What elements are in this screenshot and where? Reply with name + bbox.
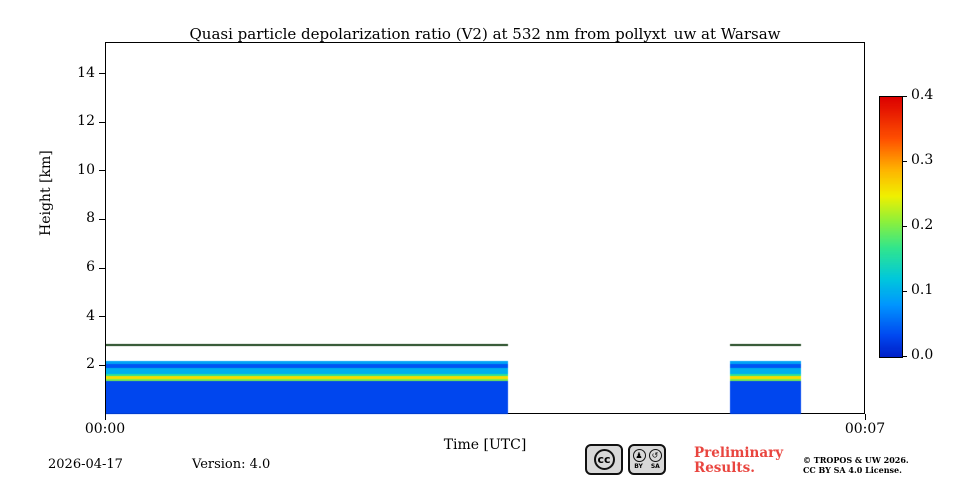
y-tick-mark <box>99 364 105 366</box>
x-tick-mark <box>864 414 866 420</box>
heatmap-canvas <box>106 43 866 415</box>
preliminary-note: Preliminary Results. <box>694 446 783 476</box>
cc-icon: cc <box>593 449 615 470</box>
y-tick-mark <box>99 121 105 123</box>
cc-badge: cc <box>585 444 623 475</box>
colorbar-tick-label: 0.4 <box>911 87 934 103</box>
cc-icon-text: cc <box>597 453 611 466</box>
colorbar-tick-mark <box>902 95 907 97</box>
by-sa-icon-row: ♟ ↺ <box>632 449 662 462</box>
colorbar-tick-mark <box>902 355 907 357</box>
x-tick-label: 00:00 <box>84 421 126 437</box>
copyright-line-2: CC BY SA 4.0 License. <box>803 464 902 475</box>
version-label: Version: 4.0 <box>192 457 271 472</box>
colorbar-tick-label: 0.3 <box>911 152 934 168</box>
x-tick-label: 00:07 <box>844 421 886 437</box>
by-label: BY <box>634 463 643 470</box>
y-tick-label: 8 <box>86 210 95 227</box>
colorbar-tick-label: 0.1 <box>911 282 934 298</box>
y-tick-mark <box>99 267 105 269</box>
y-tick-label: 4 <box>86 307 95 324</box>
y-tick-label: 10 <box>77 161 95 178</box>
colorbar-gradient <box>880 97 902 357</box>
copyright-note: © TROPOS & UW 2026. CC BY SA 4.0 License… <box>803 455 909 475</box>
x-axis-label: Time [UTC] <box>443 437 527 453</box>
by-sa-labels: BY SA <box>634 463 660 470</box>
colorbar-tick-mark <box>902 225 907 227</box>
colorbar-tick-label: 0.2 <box>911 217 934 233</box>
y-tick-label: 6 <box>86 259 95 276</box>
y-tick-label: 14 <box>77 64 95 81</box>
y-tick-label: 12 <box>77 113 95 130</box>
colorbar-tick-mark <box>902 290 907 292</box>
plot-area <box>105 42 866 415</box>
share-alike-icon: ↺ <box>648 449 662 462</box>
y-tick-mark <box>99 170 105 172</box>
colorbar-tick-label: 0.0 <box>911 347 934 363</box>
attribution-person-icon: ♟ <box>632 449 646 462</box>
x-tick-mark <box>104 414 106 420</box>
y-tick-mark <box>99 218 105 220</box>
y-tick-label: 2 <box>86 356 95 373</box>
sa-label: SA <box>650 463 660 470</box>
colorbar <box>879 96 903 358</box>
y-axis-label: Height [km] <box>38 150 54 236</box>
colorbar-tick-mark <box>902 160 907 162</box>
y-tick-mark <box>99 316 105 318</box>
copyright-line-1: © TROPOS & UW 2026. <box>803 455 909 465</box>
preliminary-line-1: Preliminary <box>694 445 784 461</box>
cc-license-badges: cc ♟ ↺ BY SA <box>585 444 666 475</box>
y-tick-mark <box>99 73 105 75</box>
measurement-date: 2026-04-17 <box>48 457 123 472</box>
chart-title: Quasi particle depolarization ratio (V2)… <box>189 25 781 43</box>
preliminary-line-2: Results. <box>694 460 755 476</box>
cc-by-sa-badge: ♟ ↺ BY SA <box>628 444 666 475</box>
